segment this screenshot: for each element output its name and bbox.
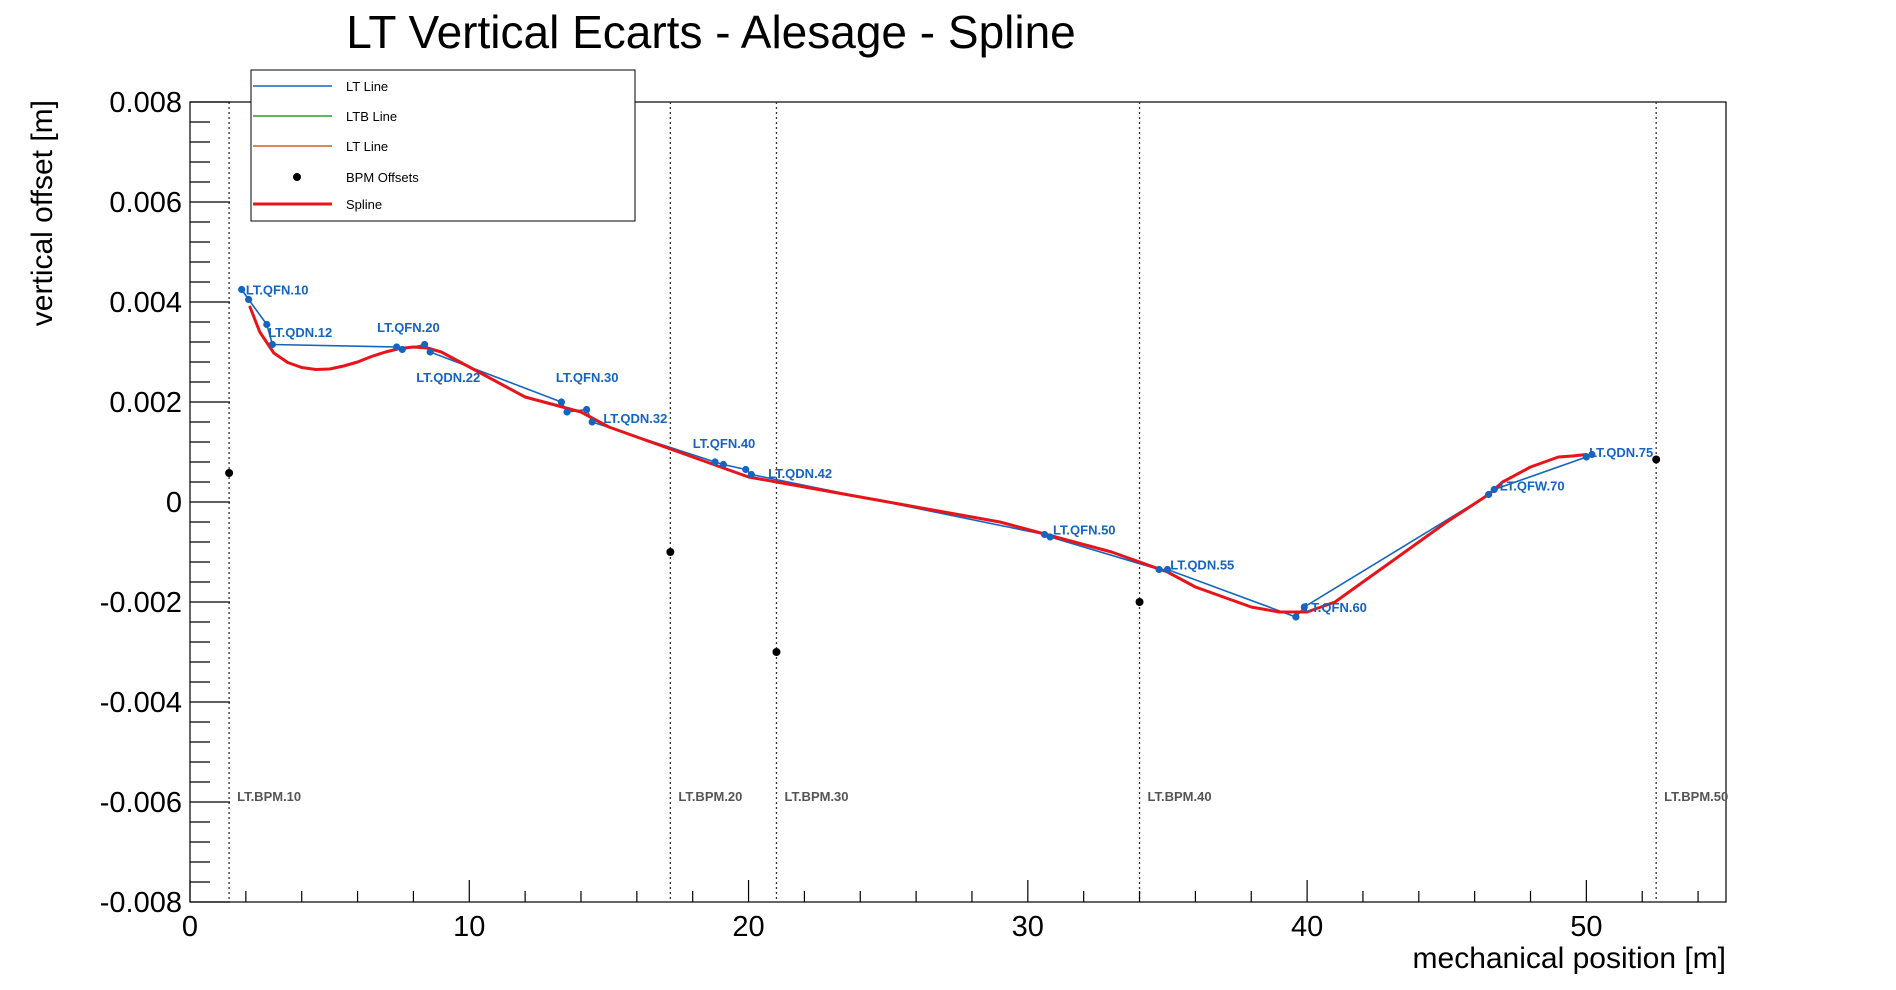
bpm-label: LT.BPM.30 (784, 789, 848, 804)
bpm-offset-point (772, 648, 781, 656)
x-tick-label: 40 (1291, 911, 1323, 943)
x-tick-label: 10 (453, 911, 485, 943)
plot-frame (189, 101, 1727, 903)
bpm-label: LT.BPM.50 (1664, 789, 1728, 804)
quad-label: LT.QDN.22 (416, 370, 480, 385)
quad-label: LT.QDN.42 (768, 466, 832, 481)
y-tick-label: -0.002 (100, 587, 182, 619)
quad-point (1040, 530, 1049, 539)
series-layer (225, 285, 1661, 656)
chart-title: LT Vertical Ecarts - Alesage - Spline (346, 6, 1076, 58)
y-axis-label: vertical offset [m] (26, 100, 59, 326)
quad-label: LT.QFN.20 (377, 320, 440, 335)
x-tick-label: 30 (1012, 911, 1044, 943)
quad-label: LT.QDN.32 (603, 411, 667, 426)
legend-entry-label: LT Line (346, 139, 388, 154)
quad-point (1490, 485, 1498, 494)
legend-entry-label: BPM Offsets (346, 170, 419, 185)
quad-point (557, 398, 566, 406)
bpm-offset-point (225, 469, 234, 477)
plot-area (189, 101, 1727, 903)
bpm-offset-point (1135, 598, 1144, 606)
quad-point (1485, 490, 1493, 499)
legend-marker (293, 173, 301, 181)
quad-point (1163, 565, 1172, 574)
quad-point (742, 465, 750, 474)
bpm-offset-point (666, 548, 675, 556)
quad-label: LT.QDN.75 (1589, 445, 1653, 460)
quad-point (1292, 613, 1300, 621)
y-tick-label: 0.006 (109, 187, 182, 219)
quad-point (420, 340, 429, 349)
legend-entry-label: LT Line (346, 79, 388, 94)
legend-entry-label: LTB Line (346, 109, 397, 124)
quad-label: LT.QFN.30 (556, 370, 619, 385)
quad-point (1582, 453, 1590, 461)
y-tick-label: -0.006 (100, 787, 182, 819)
lt-line-series (241, 289, 1593, 618)
quad-label: LT.QFN.60 (1304, 600, 1367, 615)
quad-point (426, 348, 434, 356)
quad-point (588, 418, 596, 426)
quad-point (747, 470, 755, 479)
x-axis-label: mechanical position [m] (1413, 942, 1726, 975)
bpm-label: LT.BPM.10 (237, 789, 301, 804)
bpm-label: LT.BPM.20 (678, 789, 742, 804)
y-tick-label: 0.004 (109, 287, 182, 319)
quad-point (719, 460, 728, 469)
x-tick-label: 20 (732, 911, 764, 943)
y-tick-label: -0.004 (100, 687, 182, 719)
legend-entry-label: Spline (346, 197, 382, 212)
quad-point (1046, 533, 1054, 541)
quad-point (263, 320, 271, 329)
y-tick-label: 0.008 (109, 87, 182, 119)
quad-label: LT.QFW.70 (1500, 479, 1565, 494)
quad-point (1588, 450, 1596, 459)
annotations: LT.QFN.10 LT.QDN.12 LT.QFN.20 LT.QDN.22 LT.Q… (246, 283, 1653, 616)
quad-point (711, 458, 719, 466)
bpm-lines: LT.BPM.10 LT.BPM.20 LT.BPM.30 LT.BPM.40 LT.B… (228, 102, 1728, 902)
quad-label: LT.QFN.40 (693, 436, 756, 451)
bpm-offset-point (1652, 455, 1661, 464)
quad-point (238, 285, 246, 294)
y-tick-label: 0 (166, 487, 182, 519)
spline-series (248, 305, 1588, 614)
y-tick-label: 0.002 (109, 387, 182, 419)
legend: LT Line LTB Line LT Line BPM Offsets Spline (250, 69, 636, 222)
quad-label: LT.QDN.55 (1170, 558, 1234, 573)
quad-point (393, 343, 401, 351)
quad-label: LT.QDN.12 (268, 325, 332, 340)
quad-point (563, 408, 571, 416)
bpm-label: LT.BPM.40 (1148, 789, 1212, 804)
x-tick-label: 50 (1570, 911, 1602, 943)
axes: 0 10 20 30 40 50 -0.008 -0.006 -0.004 -0.002 0 0.00… (100, 87, 1699, 943)
y-tick-label: -0.008 (100, 887, 182, 919)
quad-point (582, 405, 591, 414)
quad-point (1155, 565, 1163, 574)
x-tick-label: 0 (182, 911, 198, 943)
quad-point (1300, 603, 1308, 611)
quad-point (245, 295, 253, 304)
quad-label: LT.QFN.10 (246, 283, 309, 298)
quad-label: LT.QFN.50 (1053, 523, 1116, 538)
quad-point (398, 345, 406, 354)
quad-point (268, 340, 276, 349)
